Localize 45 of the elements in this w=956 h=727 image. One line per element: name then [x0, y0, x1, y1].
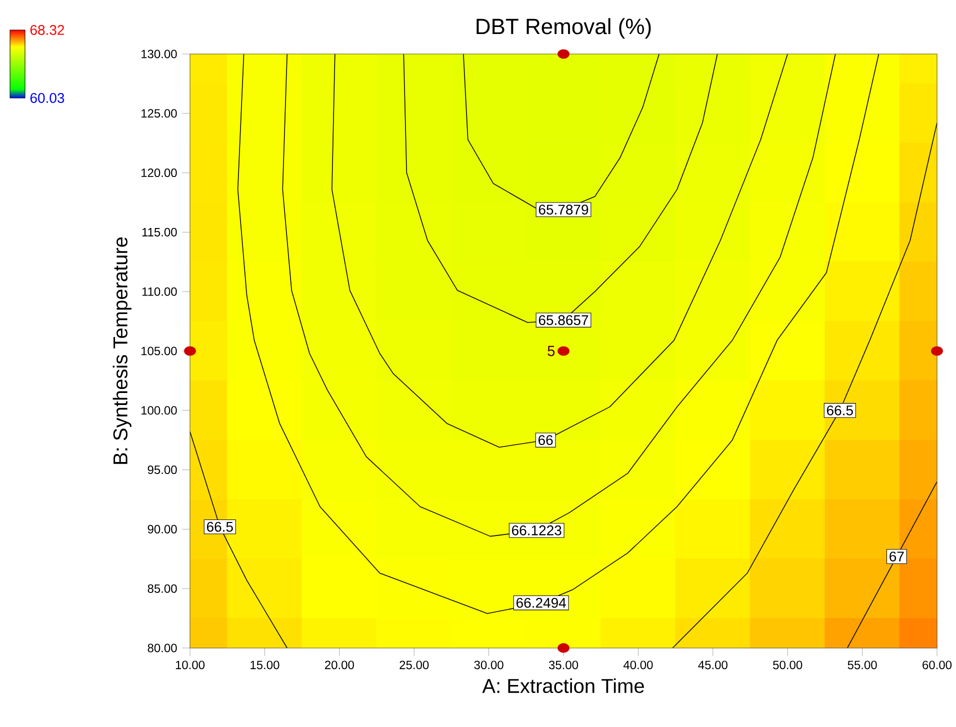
x-tick-label: 45.00: [698, 660, 728, 670]
color-bar-label: 68.32: [30, 25, 64, 35]
annotation: 66.5: [826, 405, 853, 416]
x-tick-label: 20.00: [325, 660, 354, 670]
x-tick-label: 40.00: [623, 660, 653, 670]
chart-title: DBT Removal (%): [476, 18, 651, 39]
x-tick-label: 15.00: [250, 660, 280, 670]
y-tick-label: 100.00: [142, 406, 177, 415]
annotation: 67: [890, 552, 904, 562]
line-series: [237, 54, 880, 614]
point: [558, 346, 570, 356]
point: [558, 643, 570, 653]
x-tick-label: 55.00: [848, 660, 877, 670]
annotation: 66.5: [206, 522, 233, 532]
point: [931, 346, 943, 356]
annotation: 66.2494: [516, 598, 566, 608]
point: [558, 49, 570, 59]
y-tick-label: 95.00: [148, 466, 177, 474]
x-tick-label: 60.00: [922, 660, 952, 670]
y-tick-label: 110.00: [142, 287, 177, 296]
y-tick-label: 105.00: [142, 346, 177, 356]
x-tick-label: 10.00: [176, 660, 205, 670]
y-tick-label: 125.00: [142, 109, 177, 118]
point: [184, 346, 196, 356]
x-tick-label: 50.00: [773, 660, 802, 670]
y-tick-label: 85.00: [148, 584, 177, 593]
annotation: 66: [538, 435, 553, 446]
x-axis-title: A: Extraction Time: [482, 678, 644, 694]
color-bar-label: 60.03: [30, 93, 64, 103]
y-tick-label: 130.00: [142, 50, 177, 58]
y-tick-label: 120.00: [142, 168, 177, 178]
annotation: 5: [548, 346, 555, 356]
y-tick-label: 80.00: [148, 644, 177, 652]
y-axis-title: B: Synthesis Temperature: [112, 237, 132, 464]
x-tick-label: 30.00: [474, 660, 504, 670]
y-tick-label: 115.00: [142, 228, 177, 236]
annotation: 65.8657: [538, 315, 588, 326]
x-tick-label: 35.00: [548, 660, 578, 670]
line-series: [672, 122, 938, 648]
y-tick-label: 90.00: [148, 524, 177, 534]
x-tick-label: 25.00: [400, 660, 429, 670]
line-series: [190, 431, 288, 648]
annotation: 65.7879: [538, 204, 588, 215]
line-series: [332, 54, 788, 448]
annotation: 66.1223: [512, 525, 562, 536]
